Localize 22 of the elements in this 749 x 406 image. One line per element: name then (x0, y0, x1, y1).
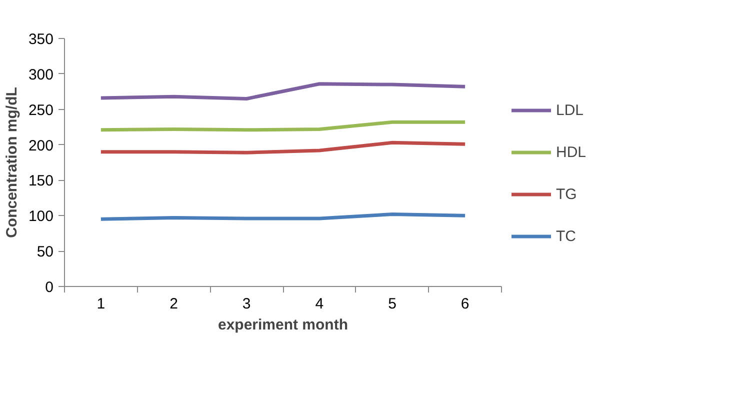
y-tick-label: 350 (28, 31, 54, 48)
legend-label: LDL (556, 102, 584, 118)
x-tick-label: 1 (96, 296, 106, 312)
x-tick-label: 5 (388, 296, 396, 312)
y-tick-label: 50 (36, 244, 54, 261)
y-tick-label: 300 (28, 66, 54, 84)
y-tick-label: 250 (28, 102, 54, 119)
legend-label: TG (556, 186, 577, 202)
x-tick-label: 3 (242, 296, 251, 312)
x-tick-label: 2 (170, 296, 178, 312)
line-series (99, 82, 467, 100)
y-tick-label: 200 (28, 137, 54, 154)
legend-label: HDL (556, 144, 586, 160)
y-axis-title: Concentration mg/dL (3, 87, 20, 238)
y-tick-label: 0 (45, 279, 54, 296)
legend-label: TC (556, 228, 576, 244)
x-tick-label: 4 (315, 296, 324, 312)
line-series (99, 140, 467, 154)
x-axis-title: experiment month (218, 316, 348, 334)
x-tick-label: 6 (460, 296, 470, 312)
y-tick-label: 100 (28, 208, 54, 226)
y-tick-label: 150 (28, 172, 54, 190)
